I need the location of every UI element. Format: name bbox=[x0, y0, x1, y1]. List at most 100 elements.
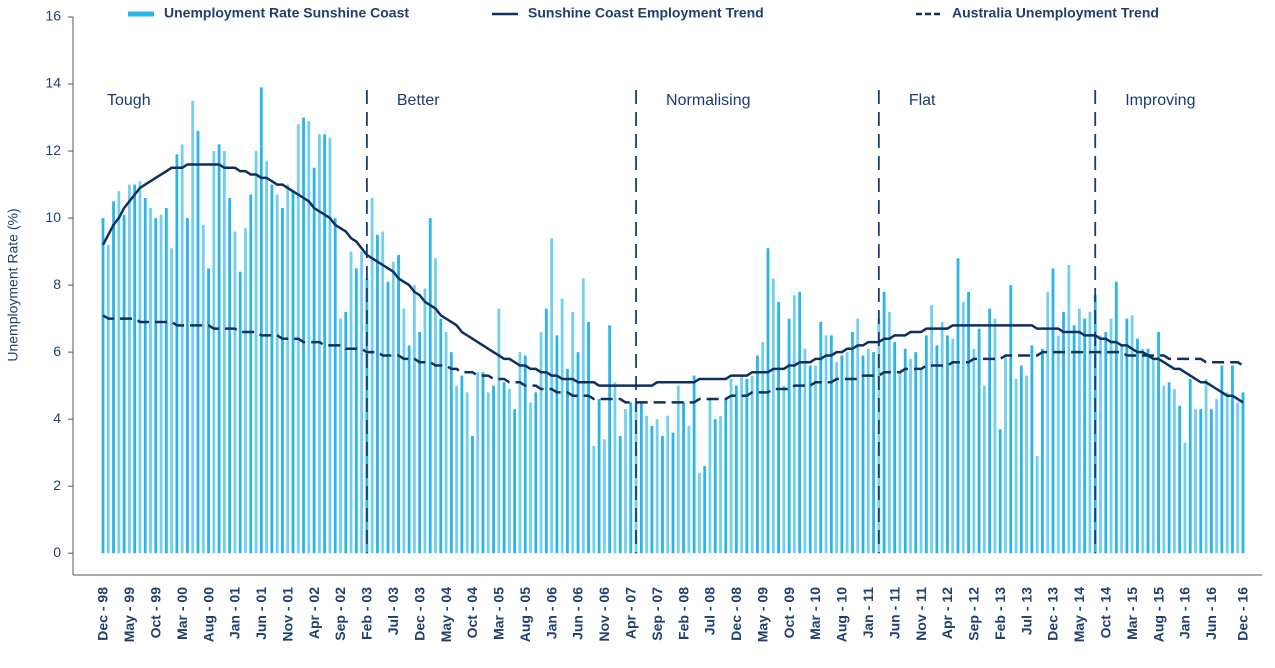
bar bbox=[645, 415, 649, 554]
bar bbox=[370, 197, 374, 554]
x-tick-label: Mar - 10 bbox=[807, 587, 823, 640]
bar bbox=[576, 352, 580, 554]
bar bbox=[1072, 325, 1076, 554]
x-tick-label: Aug - 00 bbox=[200, 587, 216, 642]
bar bbox=[196, 130, 200, 554]
bar bbox=[602, 439, 606, 554]
bar bbox=[887, 311, 891, 554]
bar bbox=[376, 234, 379, 554]
bar bbox=[861, 355, 865, 554]
bar bbox=[1014, 378, 1018, 554]
bar bbox=[650, 425, 654, 554]
bar bbox=[154, 218, 158, 554]
bar bbox=[719, 415, 722, 554]
bar bbox=[1231, 365, 1234, 554]
bar bbox=[592, 445, 596, 554]
bar bbox=[988, 308, 992, 554]
bar bbox=[750, 375, 754, 554]
bar bbox=[391, 261, 395, 554]
bar bbox=[566, 368, 569, 554]
bar bbox=[951, 338, 955, 554]
bar bbox=[1120, 345, 1124, 554]
bar bbox=[497, 308, 501, 554]
bar bbox=[212, 151, 216, 554]
x-tick-label: Nov - 11 bbox=[913, 587, 929, 641]
bar bbox=[323, 134, 327, 554]
bar bbox=[344, 311, 348, 554]
bar bbox=[302, 117, 305, 554]
bar bbox=[777, 301, 780, 554]
bar bbox=[360, 251, 364, 554]
x-tick-label: Jun - 01 bbox=[253, 587, 269, 640]
bar bbox=[170, 248, 174, 554]
bar bbox=[1183, 442, 1187, 554]
bar bbox=[629, 402, 633, 554]
bar bbox=[824, 335, 828, 554]
x-tick-label: Mar - 15 bbox=[1124, 587, 1140, 640]
bar bbox=[687, 425, 691, 554]
bar bbox=[101, 218, 105, 554]
bar bbox=[1167, 382, 1171, 554]
bar bbox=[117, 191, 121, 554]
bar bbox=[1083, 318, 1087, 554]
x-tick-label: Sep - 02 bbox=[332, 587, 348, 641]
bar bbox=[1172, 389, 1176, 554]
bar bbox=[866, 348, 870, 554]
bar bbox=[233, 231, 237, 554]
bar bbox=[217, 144, 221, 554]
bar bbox=[708, 399, 712, 554]
trend-line bbox=[102, 314, 1244, 404]
x-tick-label: Apr - 12 bbox=[939, 587, 955, 639]
bar bbox=[803, 348, 807, 554]
x-tick-label: Feb - 03 bbox=[359, 587, 375, 640]
bar bbox=[1019, 365, 1023, 554]
bar bbox=[961, 301, 965, 554]
bar bbox=[1199, 409, 1203, 554]
bar bbox=[534, 392, 538, 554]
bar bbox=[1136, 338, 1139, 554]
x-tick-label: Oct - 04 bbox=[464, 587, 480, 639]
bar bbox=[1215, 399, 1219, 554]
bar bbox=[618, 435, 622, 554]
bar bbox=[676, 385, 680, 554]
bar bbox=[317, 134, 321, 554]
bar bbox=[1204, 378, 1208, 554]
bar bbox=[655, 419, 659, 554]
bar bbox=[1104, 332, 1108, 554]
bar bbox=[270, 184, 274, 554]
legend-swatch bbox=[128, 11, 154, 17]
x-tick-label: May - 04 bbox=[438, 587, 454, 642]
trend-line bbox=[101, 163, 1244, 404]
bar bbox=[771, 278, 775, 554]
x-tick-label: May - 09 bbox=[754, 587, 770, 642]
phase-label: Better bbox=[397, 92, 440, 109]
bar bbox=[106, 244, 110, 554]
bar bbox=[1157, 332, 1160, 554]
bar bbox=[502, 382, 506, 554]
bar bbox=[423, 288, 427, 554]
bar bbox=[919, 368, 923, 554]
bar bbox=[281, 208, 284, 554]
bar bbox=[513, 409, 517, 554]
bar bbox=[164, 208, 168, 554]
y-tick-label: 6 bbox=[53, 343, 61, 359]
bar bbox=[339, 318, 342, 554]
bar bbox=[1162, 385, 1166, 554]
bar bbox=[724, 399, 728, 554]
x-tick-label: Jan - 16 bbox=[1177, 587, 1193, 639]
bar bbox=[1151, 358, 1155, 554]
bar bbox=[1004, 355, 1007, 554]
bar bbox=[872, 352, 875, 554]
bar bbox=[397, 254, 400, 554]
bar bbox=[940, 321, 944, 554]
bar bbox=[1041, 348, 1044, 554]
bar bbox=[1194, 409, 1197, 554]
bar bbox=[544, 308, 548, 554]
bar bbox=[307, 120, 311, 554]
x-tick-label: Jul - 08 bbox=[702, 587, 718, 635]
bar bbox=[571, 311, 575, 554]
bar bbox=[597, 399, 601, 554]
bar bbox=[455, 385, 459, 554]
bar bbox=[766, 248, 770, 554]
bar bbox=[444, 332, 448, 554]
